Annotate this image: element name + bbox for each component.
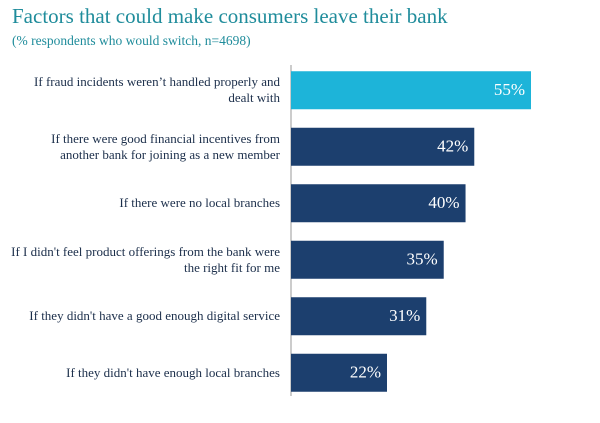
bar (291, 240, 444, 279)
chart-subtitle: (% respondents who would switch, n=4698) (12, 33, 251, 48)
chart-title: Factors that could make consumers leave … (12, 4, 448, 28)
value-label: 55% (494, 80, 525, 99)
category-label: If they didn't have a good enough digita… (29, 308, 280, 324)
bar (291, 184, 466, 223)
value-label: 40% (428, 193, 459, 212)
category-label: If they didn't have enough local branche… (66, 364, 280, 380)
bar (291, 71, 531, 110)
category-label: If fraud incidents weren’t handled prope… (34, 74, 280, 106)
bar (291, 127, 475, 166)
value-label: 22% (350, 363, 381, 382)
value-label: 31% (389, 306, 420, 325)
category-label: If I didn't feel product offerings from … (11, 243, 280, 275)
bar (291, 353, 387, 392)
category-label: If there were no local branches (119, 195, 280, 211)
value-label: 42% (437, 137, 468, 156)
value-label: 35% (407, 250, 438, 269)
category-label: If there were good financial incentives … (51, 130, 280, 162)
bar (291, 297, 427, 336)
